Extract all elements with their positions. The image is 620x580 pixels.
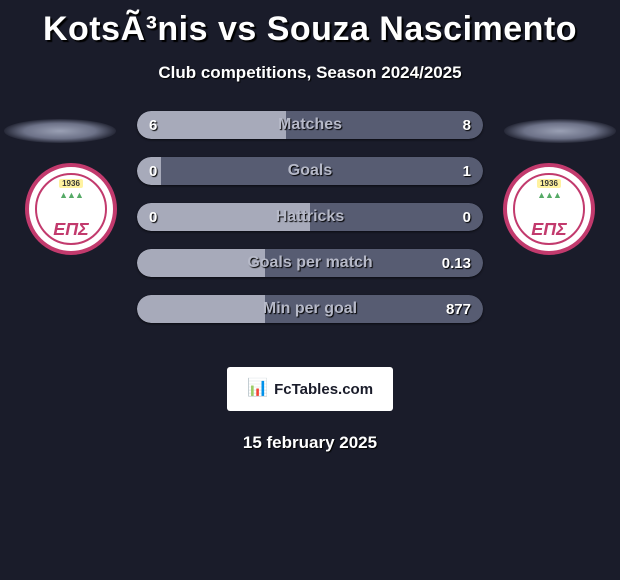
stat-row-hattricks: Hattricks00 bbox=[137, 203, 483, 231]
club-figure-left: ▲▲▲ bbox=[59, 190, 83, 200]
comparison-subtitle: Club competitions, Season 2024/2025 bbox=[0, 63, 620, 83]
stats-stage: 1936 ▲▲▲ ΕΠΣ 1936 ▲▲▲ ΕΠΣ Matches68Goals… bbox=[0, 121, 620, 341]
club-badge-left: 1936 ▲▲▲ ΕΠΣ bbox=[25, 163, 117, 255]
stat-bar-left bbox=[137, 157, 161, 185]
stat-row-matches: Matches68 bbox=[137, 111, 483, 139]
stat-bar-left bbox=[137, 249, 265, 277]
stat-bar-right bbox=[265, 249, 483, 277]
stat-bar-right bbox=[161, 157, 483, 185]
bar-chart-icon: 📊 bbox=[247, 378, 268, 398]
club-badge-right: 1936 ▲▲▲ ΕΠΣ bbox=[503, 163, 595, 255]
stat-bar-left bbox=[137, 111, 286, 139]
club-letters-right: ΕΠΣ bbox=[531, 219, 567, 240]
brand-badge: 📊 FcTables.com bbox=[227, 367, 393, 411]
club-year-right: 1936 bbox=[537, 179, 561, 188]
stat-row-goals-per-match: Goals per match0.13 bbox=[137, 249, 483, 277]
club-badge-left-inner: 1936 ▲▲▲ ΕΠΣ bbox=[35, 173, 107, 245]
stat-bar-right bbox=[310, 203, 483, 231]
club-badge-right-inner: 1936 ▲▲▲ ΕΠΣ bbox=[513, 173, 585, 245]
club-letters-left: ΕΠΣ bbox=[53, 219, 89, 240]
player-right-shadow bbox=[504, 119, 616, 143]
stat-bars: Matches68 Goals01 Hattricks00 Goals per mat… bbox=[137, 111, 483, 341]
comparison-date: 15 february 2025 bbox=[0, 433, 620, 453]
stat-bar-right bbox=[286, 111, 483, 139]
comparison-title: KotsÃ³nis vs Souza Nascimento bbox=[0, 0, 620, 49]
stat-bar-left bbox=[137, 295, 265, 323]
brand-text: FcTables.com bbox=[274, 381, 373, 398]
player-left-shadow bbox=[4, 119, 116, 143]
stat-bar-right bbox=[265, 295, 483, 323]
club-year-left: 1936 bbox=[59, 179, 83, 188]
stat-row-goals: Goals01 bbox=[137, 157, 483, 185]
stat-row-min-per-goal: Min per goal877 bbox=[137, 295, 483, 323]
stat-bar-left bbox=[137, 203, 310, 231]
club-figure-right: ▲▲▲ bbox=[537, 190, 561, 200]
